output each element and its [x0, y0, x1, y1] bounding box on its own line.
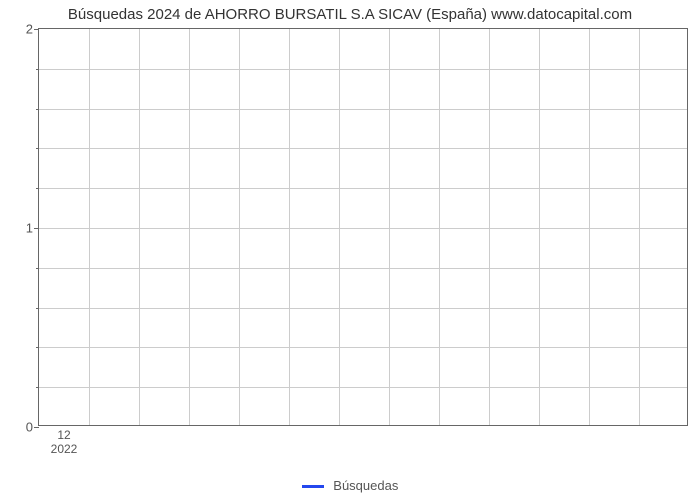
gridline-v: [89, 29, 90, 425]
gridline-v: [189, 29, 190, 425]
y-minor-tick-mark: [36, 188, 39, 189]
gridline-v: [239, 29, 240, 425]
y-minor-tick-mark: [36, 69, 39, 70]
x-tick-label: 122022: [51, 425, 78, 456]
y-minor-tick-mark: [36, 347, 39, 348]
gridline-v: [339, 29, 340, 425]
legend: Búsquedas: [0, 478, 700, 493]
legend-swatch: [302, 485, 324, 488]
y-minor-tick-mark: [36, 148, 39, 149]
gridline-v: [389, 29, 390, 425]
gridline-v: [589, 29, 590, 425]
gridline-v: [539, 29, 540, 425]
plot-area: 012122022: [38, 28, 688, 426]
gridline-v: [489, 29, 490, 425]
gridline-v: [139, 29, 140, 425]
y-minor-tick-mark: [36, 387, 39, 388]
y-tick-mark: [34, 228, 39, 229]
y-minor-tick-mark: [36, 308, 39, 309]
y-tick-mark: [34, 29, 39, 30]
y-minor-tick-mark: [36, 109, 39, 110]
gridline-v: [439, 29, 440, 425]
gridline-v: [289, 29, 290, 425]
y-minor-tick-mark: [36, 268, 39, 269]
chart-title: Búsquedas 2024 de AHORRO BURSATIL S.A SI…: [0, 6, 700, 23]
gridline-v: [639, 29, 640, 425]
chart-container: Búsquedas 2024 de AHORRO BURSATIL S.A SI…: [0, 0, 700, 500]
y-tick-mark: [34, 427, 39, 428]
legend-label: Búsquedas: [333, 478, 398, 493]
